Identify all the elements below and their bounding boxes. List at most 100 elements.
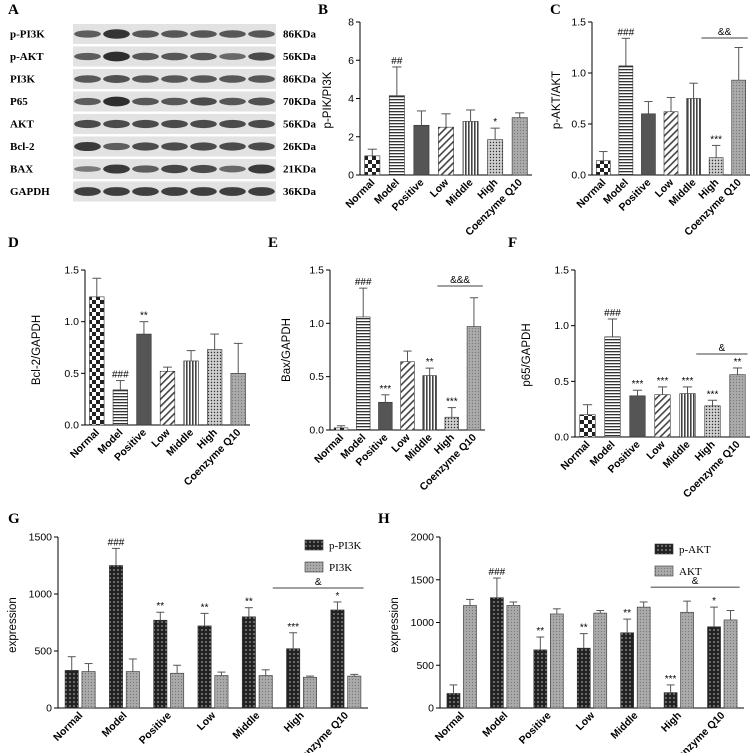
significance-label: ** bbox=[580, 623, 588, 634]
chart-e: 0.00.51.01.5Bax/GAPDHNormalModelPositive… bbox=[281, 265, 485, 493]
significance-label: * bbox=[335, 591, 339, 602]
blot-row-size: 56KDa bbox=[283, 51, 317, 63]
significance-label: ** bbox=[536, 626, 544, 637]
y-axis-label: p65/GAPDH bbox=[521, 323, 533, 386]
significance-label: *** bbox=[707, 389, 719, 400]
y-axis-label: expression bbox=[389, 597, 401, 653]
x-tick-label: Low bbox=[574, 709, 598, 733]
western-blot-panel: p-PI3K 86KDa p-AKT 56KDa PI3K 86KDa P65 70KDa AK… bbox=[10, 24, 317, 202]
blot-band bbox=[190, 187, 217, 196]
y-tick-label: 500 bbox=[416, 660, 434, 672]
series-1-bar bbox=[636, 606, 651, 709]
significance-label: ** bbox=[140, 311, 148, 322]
blot-band bbox=[74, 141, 101, 152]
blot-band bbox=[219, 165, 246, 173]
y-tick-label: 0.0 bbox=[309, 425, 324, 437]
series-0-bar bbox=[707, 626, 721, 709]
series-0-bar bbox=[197, 625, 212, 709]
x-tick-label: Normal bbox=[343, 177, 377, 211]
data-bar bbox=[641, 113, 656, 176]
y-tick-label: 1.5 bbox=[309, 265, 324, 277]
series-0-bar bbox=[153, 619, 168, 709]
significance-label: *** bbox=[446, 397, 458, 408]
data-bar bbox=[629, 395, 646, 438]
data-bar bbox=[207, 349, 223, 426]
blot-row-label: P65 bbox=[10, 96, 28, 108]
x-tick-label: Low bbox=[195, 709, 219, 733]
data-bar bbox=[444, 416, 459, 431]
x-tick-label: Normal bbox=[51, 710, 85, 744]
blot-row-label: BAX bbox=[10, 163, 33, 175]
x-tick-label: Middle bbox=[609, 710, 641, 742]
series-0-bar bbox=[663, 692, 678, 709]
panel-letter-d: D bbox=[8, 235, 19, 251]
blot-band bbox=[219, 97, 246, 106]
blot-row-label: p-AKT bbox=[10, 51, 44, 63]
blot-row-label: Bcl-2 bbox=[10, 141, 35, 153]
series-1-bar bbox=[347, 675, 362, 709]
blot-band bbox=[132, 187, 159, 196]
panel-letter-c: C bbox=[550, 2, 561, 18]
y-tick-label: 1.0 bbox=[554, 320, 569, 332]
y-tick-label: 1.5 bbox=[571, 17, 586, 29]
significance-label: *** bbox=[710, 134, 722, 145]
blot-band bbox=[103, 164, 130, 174]
blot-band bbox=[190, 164, 217, 174]
blot-band bbox=[161, 164, 188, 174]
blot-band bbox=[161, 52, 188, 61]
panel-letter-f: F bbox=[508, 235, 517, 251]
series-1-bar bbox=[81, 671, 96, 709]
data-bar bbox=[466, 326, 482, 431]
blot-band bbox=[161, 119, 188, 129]
significance-label: ### bbox=[108, 537, 125, 548]
blot-band bbox=[219, 187, 246, 196]
y-tick-label: 0 bbox=[46, 703, 52, 715]
y-tick-label: 1.5 bbox=[64, 265, 79, 277]
series-1-bar bbox=[303, 676, 317, 709]
blot-band bbox=[219, 142, 246, 151]
significance-label: *** bbox=[657, 376, 669, 387]
series-1-bar bbox=[258, 675, 273, 709]
blot-row-size: 26KDa bbox=[283, 141, 317, 153]
significance-label: ** bbox=[734, 357, 742, 368]
blot-band bbox=[190, 52, 217, 61]
data-bar bbox=[183, 360, 199, 426]
blot-band bbox=[248, 75, 275, 83]
blot-band bbox=[219, 75, 246, 83]
y-tick-label: 6 bbox=[348, 55, 354, 67]
data-bar bbox=[686, 98, 701, 176]
blot-band bbox=[74, 52, 101, 61]
series-0-bar bbox=[330, 609, 345, 709]
blot-band bbox=[103, 51, 130, 62]
bracket-label: & bbox=[719, 343, 726, 354]
series-1-bar bbox=[125, 671, 140, 709]
blot-band bbox=[103, 187, 130, 196]
blot-row-size: 56KDa bbox=[283, 118, 317, 130]
series-1-bar bbox=[463, 605, 477, 709]
y-tick-label: 1.0 bbox=[571, 68, 586, 80]
x-tick-label: Middle bbox=[164, 427, 196, 459]
y-tick-label: 2000 bbox=[411, 532, 435, 544]
blot-band bbox=[161, 75, 188, 83]
y-tick-label: 1.0 bbox=[309, 318, 324, 330]
data-bar bbox=[579, 414, 596, 438]
significance-label: *** bbox=[682, 376, 694, 387]
y-tick-label: 1000 bbox=[411, 617, 435, 629]
significance-label: ### bbox=[489, 567, 506, 578]
bracket-label: && bbox=[718, 27, 732, 38]
series-0-bar bbox=[576, 647, 591, 709]
blot-band bbox=[248, 187, 275, 196]
x-tick-label: Middle bbox=[230, 710, 262, 742]
blot-band bbox=[132, 165, 159, 173]
chart-c: 0.00.51.01.5p-AKT/AKTNormalModelPositive… bbox=[551, 17, 750, 238]
blot-band bbox=[190, 119, 217, 129]
x-tick-label: Middle bbox=[444, 177, 476, 209]
blot-band bbox=[103, 96, 130, 107]
y-axis-label: p-AKT/AKT bbox=[551, 71, 563, 129]
data-bar bbox=[400, 361, 415, 431]
y-tick-label: 1.0 bbox=[64, 316, 79, 328]
data-bar bbox=[604, 336, 621, 438]
chart-d: 0.00.51.01.5Bcl-2/GAPDHNormalModelPositi… bbox=[31, 265, 250, 488]
data-bar bbox=[654, 394, 671, 438]
